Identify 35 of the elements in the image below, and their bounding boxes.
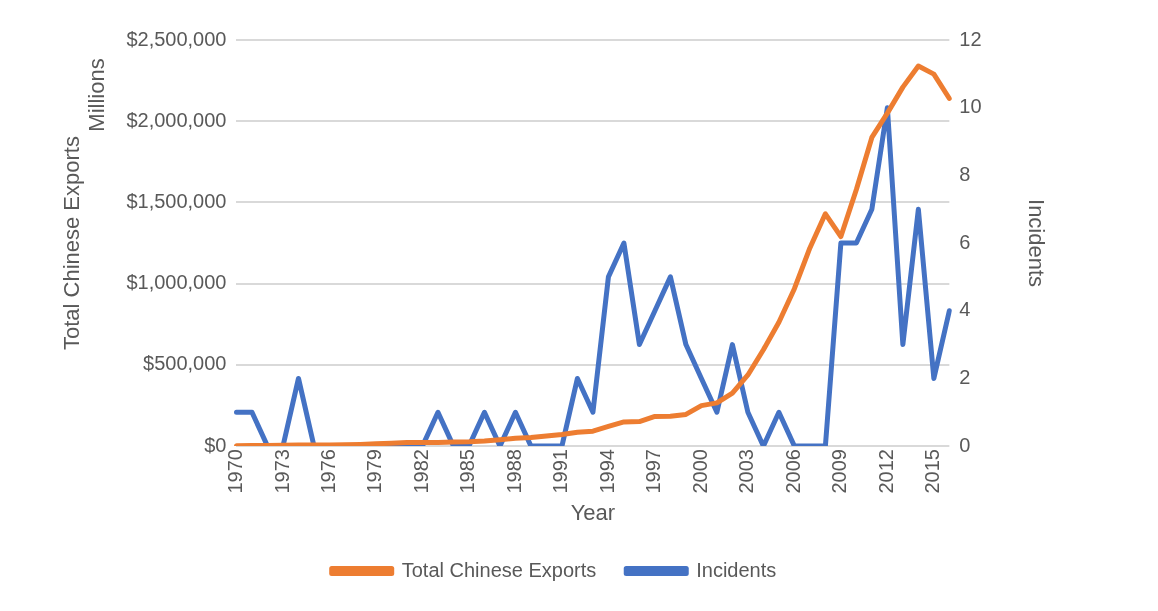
y-tick-label: $1,000,000	[126, 271, 227, 294]
x-tick-label: 2006	[781, 449, 804, 494]
x-tick-label: 2003	[735, 449, 758, 494]
x-axis-title: Year	[570, 499, 616, 525]
y2-tick-label: 6	[959, 230, 971, 253]
x-tick-label: 1988	[502, 449, 525, 494]
x-tick-label: 1985	[456, 449, 479, 494]
x-tick-label: 2012	[874, 449, 897, 494]
x-tick-label: 1982	[409, 449, 432, 494]
x-tick-label: 1970	[224, 449, 247, 494]
y2-tick-label: 0	[959, 433, 971, 456]
x-tick-label: 1991	[549, 449, 572, 494]
y-tick-label: $2,500,000	[126, 27, 227, 50]
y-axis-title: Total Chinese Exports	[59, 136, 85, 351]
legend-label: Total Chinese Exports	[401, 558, 597, 581]
y-tick-label: $2,000,000	[126, 108, 227, 131]
y-tick-label: $500,000	[143, 352, 227, 375]
x-tick-label: 1976	[316, 449, 339, 494]
x-tick-label: 1973	[270, 449, 293, 494]
x-tick-label: 1994	[595, 449, 618, 494]
y2-tick-label: 12	[959, 27, 982, 50]
y-tick-label: $1,500,000	[126, 189, 227, 212]
y-tick-label: $0	[204, 433, 227, 456]
x-tick-label: 2015	[921, 449, 944, 494]
x-tick-label: 1997	[642, 449, 665, 494]
y2-tick-label: 10	[959, 95, 982, 118]
x-tick-label: 2009	[828, 449, 851, 494]
y2-tick-label: 8	[959, 162, 971, 185]
y2-tick-label: 4	[959, 298, 971, 321]
legend-label: Incidents	[696, 558, 777, 581]
text: Millions	[84, 58, 110, 132]
x-tick-label: 2000	[688, 449, 711, 494]
x-tick-label: 1979	[363, 449, 386, 494]
y2-axis-title: Incidents	[1023, 199, 1049, 288]
y2-tick-label: 2	[959, 365, 971, 388]
